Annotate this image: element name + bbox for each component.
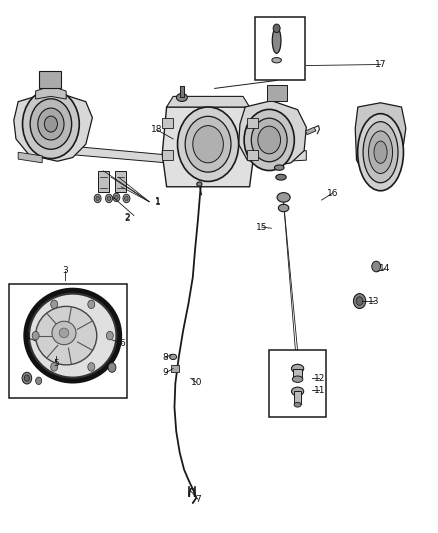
Bar [247,150,258,160]
Ellipse shape [272,58,282,63]
Circle shape [88,300,95,309]
Bar [294,391,301,403]
Bar [39,71,61,88]
Circle shape [96,196,99,200]
Text: 1: 1 [155,197,161,206]
Ellipse shape [25,289,121,382]
Ellipse shape [292,376,303,382]
Circle shape [94,194,101,203]
Text: 13: 13 [368,296,380,305]
Bar [162,150,173,160]
Text: 6: 6 [119,339,125,348]
Ellipse shape [38,108,64,140]
Text: 9: 9 [163,368,169,377]
Ellipse shape [185,116,231,172]
Ellipse shape [35,306,97,365]
Polygon shape [62,146,166,163]
Polygon shape [166,96,250,107]
Bar [180,86,184,98]
Polygon shape [18,152,42,163]
Bar [255,17,305,80]
Bar [293,368,302,378]
Text: 1: 1 [155,198,161,207]
Text: 5: 5 [53,359,59,368]
Circle shape [106,332,113,340]
Polygon shape [239,101,306,166]
Bar [247,118,258,128]
Polygon shape [355,103,406,184]
Circle shape [115,195,118,199]
Ellipse shape [59,328,69,338]
Ellipse shape [275,165,284,170]
Polygon shape [305,127,316,135]
Ellipse shape [52,321,76,345]
Circle shape [51,362,58,371]
Bar [10,284,127,398]
Bar [162,118,173,128]
Text: 12: 12 [314,374,325,383]
Text: 10: 10 [191,378,202,387]
Bar [269,350,326,417]
Circle shape [24,375,29,381]
Text: 2: 2 [124,213,130,222]
Circle shape [123,194,130,203]
Text: 7: 7 [195,495,201,504]
Polygon shape [35,86,66,99]
Circle shape [88,362,95,371]
Circle shape [107,196,111,200]
Ellipse shape [374,141,387,164]
Text: 8: 8 [163,353,169,362]
Circle shape [32,332,39,340]
Ellipse shape [22,90,79,159]
Ellipse shape [291,365,304,373]
Circle shape [106,194,113,203]
Ellipse shape [291,387,304,395]
Text: 17: 17 [375,60,386,69]
Ellipse shape [197,182,202,186]
Ellipse shape [170,354,177,360]
Ellipse shape [277,192,290,202]
Ellipse shape [357,114,403,191]
Ellipse shape [258,126,281,154]
Text: 16: 16 [327,189,338,198]
Circle shape [372,261,381,272]
Circle shape [108,363,116,372]
Ellipse shape [272,28,281,53]
Ellipse shape [44,116,57,132]
Ellipse shape [177,93,187,101]
Ellipse shape [251,118,287,162]
Bar [115,171,127,192]
Text: 3: 3 [63,266,68,275]
Ellipse shape [276,174,286,180]
Circle shape [51,300,58,309]
Bar [98,171,109,192]
Text: 4: 4 [25,333,31,342]
Text: 18: 18 [151,125,163,134]
Circle shape [125,196,128,200]
Polygon shape [162,107,254,187]
Polygon shape [14,91,92,161]
Bar [267,85,287,101]
Ellipse shape [273,24,280,33]
Ellipse shape [193,126,223,163]
Bar [171,366,179,372]
Ellipse shape [244,109,294,171]
Text: 2: 2 [124,214,130,223]
Circle shape [22,372,32,384]
Ellipse shape [294,402,301,407]
Circle shape [353,294,366,309]
Ellipse shape [363,122,398,183]
Ellipse shape [368,131,392,173]
Polygon shape [254,151,306,163]
Ellipse shape [29,294,117,377]
Text: 15: 15 [256,223,268,232]
Circle shape [35,377,42,384]
Circle shape [356,297,363,305]
Text: 14: 14 [379,264,391,273]
Ellipse shape [30,99,72,149]
Ellipse shape [279,204,289,212]
Ellipse shape [177,107,239,181]
Circle shape [113,193,120,201]
Text: 11: 11 [314,386,325,395]
